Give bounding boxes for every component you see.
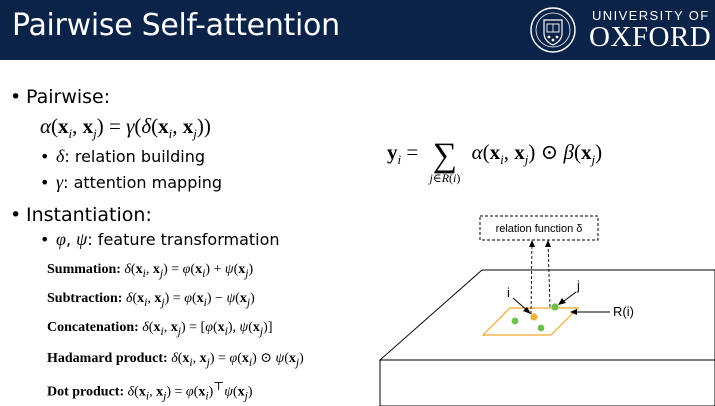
- label-i: i: [507, 285, 510, 300]
- arrowhead-up-i: [529, 240, 535, 247]
- eq-subtraction-label: Subtraction:: [47, 291, 123, 306]
- bullet-attention-text: : attention mapping: [63, 173, 223, 192]
- dashed-line-j: [547, 239, 551, 308]
- eq-hadamard: Hadamard product: δ(xi, xj) = φ(xi) ⊙ ψ(…: [47, 351, 304, 369]
- label-j: j: [576, 278, 580, 293]
- bullet-relation-text: : relation building: [64, 147, 205, 166]
- eq-summation: Summation: δ(xi, xj) = φ(xi) + ψ(xj): [47, 262, 254, 280]
- eq-hadamard-label: Hadamard product:: [47, 351, 168, 366]
- dashed-line-i: [530, 239, 533, 315]
- eq-summation-label: Summation:: [47, 262, 121, 277]
- logo-oxford: OXFORD: [589, 21, 712, 53]
- summation-symbol: ∑ j∈R(i): [429, 137, 461, 185]
- point-neighbor-1: [511, 317, 519, 325]
- eq-subtraction: Subtraction: δ(xi, xj) = φ(xi) − ψ(xj): [47, 291, 255, 309]
- slab-front-face: [379, 359, 715, 406]
- eq-dot-product-label: Dot product:: [47, 384, 125, 400]
- bullet-feature: • φ, ψ: feature transformation: [40, 229, 280, 249]
- bullet-pairwise-text: Pairwise:: [26, 86, 111, 108]
- output-formula: yi = ∑ j∈R(i) α(xi, xj) ⊙ β(xj): [387, 137, 603, 185]
- slab-top-face: [378, 269, 715, 361]
- arrowhead-up-j: [545, 240, 551, 247]
- oxford-crest-icon: [530, 7, 576, 53]
- logo-university-of: UNIVERSITY OF: [592, 8, 710, 23]
- pairwise-formula: α(xi, xj) = γ(δ(xi, xj)): [40, 114, 211, 142]
- bullet-instantiation-text: Instantiation:: [26, 204, 152, 226]
- region-r-i: [481, 307, 580, 336]
- slide-header: Pairwise Self-attention UNIVERSITY OF OX…: [0, 0, 715, 60]
- arrowhead-region: [570, 309, 577, 315]
- arrowhead-i: [523, 307, 531, 314]
- bullet-attention: • γ: attention mapping: [40, 172, 223, 192]
- point-i: [530, 313, 538, 321]
- bullet-relation: • δ: relation building: [40, 146, 205, 166]
- eq-dot-product: Dot product: δ(xi, xj) = φ(xi)⊤ψ(xj): [47, 380, 253, 403]
- point-j: [551, 303, 559, 311]
- label-region: R(i): [613, 304, 634, 319]
- bullet-pairwise: • Pairwise:: [10, 86, 111, 108]
- slide-title: Pairwise Self-attention: [12, 8, 340, 43]
- relation-function-label: relation function δ: [496, 223, 583, 235]
- arrowhead-j: [558, 298, 566, 305]
- relation-function-box: [479, 215, 599, 241]
- point-neighbor-2: [537, 324, 545, 332]
- bullet-feature-text: : feature transformation: [87, 230, 280, 249]
- eq-concatenation: Concatenation: δ(xi, xj) = [φ(xi), ψ(xj)…: [47, 320, 273, 338]
- bullet-instantiation: • Instantiation:: [10, 204, 152, 226]
- self-attention-diagram: relation function δ i j R(i): [378, 215, 715, 406]
- eq-concatenation-label: Concatenation:: [47, 320, 139, 335]
